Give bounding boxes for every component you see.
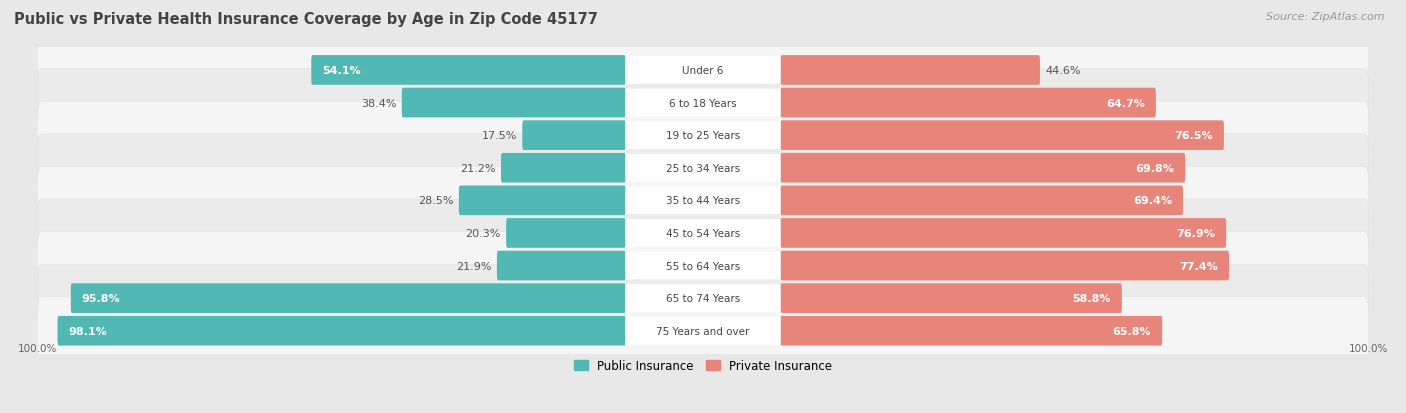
FancyBboxPatch shape — [626, 90, 780, 117]
Text: 95.8%: 95.8% — [82, 293, 121, 304]
FancyBboxPatch shape — [41, 283, 1365, 314]
FancyBboxPatch shape — [41, 316, 1365, 346]
Legend: Public Insurance, Private Insurance: Public Insurance, Private Insurance — [574, 359, 832, 372]
FancyBboxPatch shape — [41, 218, 1365, 249]
FancyBboxPatch shape — [70, 284, 626, 313]
Text: 25 to 34 Years: 25 to 34 Years — [666, 164, 740, 173]
FancyBboxPatch shape — [38, 167, 1368, 235]
Text: 38.4%: 38.4% — [361, 98, 396, 108]
Text: 100.0%: 100.0% — [1348, 343, 1388, 353]
FancyBboxPatch shape — [41, 121, 1365, 151]
Text: 54.1%: 54.1% — [322, 66, 361, 76]
Text: 21.2%: 21.2% — [460, 164, 495, 173]
Text: 45 to 54 Years: 45 to 54 Years — [666, 228, 740, 238]
Text: 55 to 64 Years: 55 to 64 Years — [666, 261, 740, 271]
Text: 65.8%: 65.8% — [1112, 326, 1152, 336]
FancyBboxPatch shape — [626, 317, 780, 345]
FancyBboxPatch shape — [626, 220, 780, 247]
Text: 76.9%: 76.9% — [1177, 228, 1215, 238]
Text: 77.4%: 77.4% — [1180, 261, 1218, 271]
FancyBboxPatch shape — [506, 218, 626, 248]
FancyBboxPatch shape — [496, 251, 626, 281]
Text: 65 to 74 Years: 65 to 74 Years — [666, 293, 740, 304]
FancyBboxPatch shape — [41, 88, 1365, 119]
FancyBboxPatch shape — [38, 265, 1368, 332]
FancyBboxPatch shape — [501, 154, 626, 183]
Text: 98.1%: 98.1% — [69, 326, 107, 336]
FancyBboxPatch shape — [311, 56, 626, 85]
FancyBboxPatch shape — [626, 252, 780, 280]
FancyBboxPatch shape — [522, 121, 626, 151]
FancyBboxPatch shape — [626, 187, 780, 215]
Text: 69.8%: 69.8% — [1136, 164, 1174, 173]
FancyBboxPatch shape — [626, 285, 780, 312]
Text: 69.4%: 69.4% — [1133, 196, 1173, 206]
Text: 20.3%: 20.3% — [465, 228, 501, 238]
FancyBboxPatch shape — [38, 37, 1368, 104]
FancyBboxPatch shape — [38, 297, 1368, 365]
FancyBboxPatch shape — [780, 56, 1040, 85]
FancyBboxPatch shape — [780, 284, 1122, 313]
Text: 6 to 18 Years: 6 to 18 Years — [669, 98, 737, 108]
FancyBboxPatch shape — [780, 316, 1163, 346]
FancyBboxPatch shape — [780, 218, 1226, 248]
FancyBboxPatch shape — [38, 199, 1368, 267]
Text: 35 to 44 Years: 35 to 44 Years — [666, 196, 740, 206]
FancyBboxPatch shape — [41, 185, 1365, 216]
FancyBboxPatch shape — [458, 186, 626, 216]
Text: Under 6: Under 6 — [682, 66, 724, 76]
FancyBboxPatch shape — [626, 57, 780, 85]
FancyBboxPatch shape — [41, 251, 1365, 281]
Text: 58.8%: 58.8% — [1073, 293, 1111, 304]
FancyBboxPatch shape — [38, 102, 1368, 170]
FancyBboxPatch shape — [41, 55, 1365, 86]
FancyBboxPatch shape — [780, 121, 1223, 151]
FancyBboxPatch shape — [780, 154, 1185, 183]
FancyBboxPatch shape — [38, 69, 1368, 137]
FancyBboxPatch shape — [41, 153, 1365, 184]
Text: 28.5%: 28.5% — [418, 196, 454, 206]
FancyBboxPatch shape — [626, 122, 780, 150]
FancyBboxPatch shape — [780, 186, 1182, 216]
FancyBboxPatch shape — [58, 316, 626, 346]
FancyBboxPatch shape — [38, 135, 1368, 202]
Text: 76.5%: 76.5% — [1174, 131, 1213, 141]
Text: 17.5%: 17.5% — [481, 131, 517, 141]
Text: 44.6%: 44.6% — [1045, 66, 1081, 76]
Text: 100.0%: 100.0% — [18, 343, 58, 353]
Text: 75 Years and over: 75 Years and over — [657, 326, 749, 336]
FancyBboxPatch shape — [38, 232, 1368, 300]
Text: 64.7%: 64.7% — [1107, 98, 1144, 108]
Text: 19 to 25 Years: 19 to 25 Years — [666, 131, 740, 141]
FancyBboxPatch shape — [402, 88, 626, 118]
FancyBboxPatch shape — [780, 88, 1156, 118]
FancyBboxPatch shape — [626, 154, 780, 182]
Text: Source: ZipAtlas.com: Source: ZipAtlas.com — [1267, 12, 1385, 22]
Text: Public vs Private Health Insurance Coverage by Age in Zip Code 45177: Public vs Private Health Insurance Cover… — [14, 12, 598, 27]
Text: 21.9%: 21.9% — [456, 261, 492, 271]
FancyBboxPatch shape — [780, 251, 1229, 281]
